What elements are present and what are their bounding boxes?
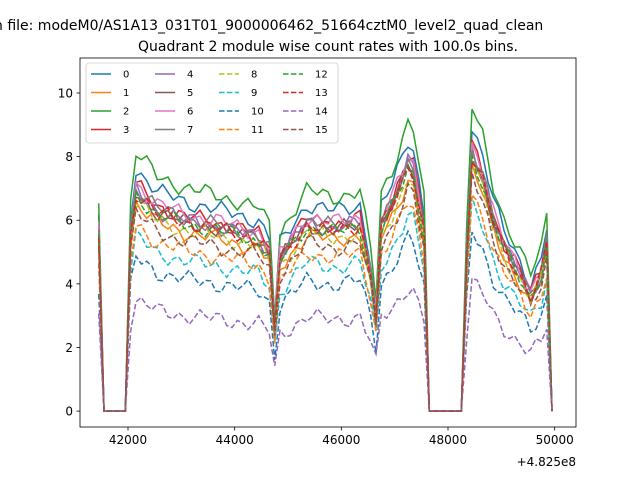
series-line-7 (97, 150, 553, 412)
legend-label-8: 8 (251, 70, 257, 81)
legend-label-3: 3 (123, 125, 129, 136)
series-line-5 (97, 159, 553, 412)
figure-suptitle: n file: modeM0/AS1A13_031T01_9000006462_… (0, 18, 543, 34)
y-tick-label: 6 (65, 214, 73, 228)
legend-label-7: 7 (187, 125, 193, 136)
chart-title: Quadrant 2 module wise count rates with … (138, 39, 518, 55)
axes-frame (79, 57, 577, 428)
y-tick-label: 0 (65, 405, 73, 419)
series-line-13 (97, 159, 553, 412)
y-tick-label: 10 (58, 86, 73, 100)
legend-label-1: 1 (123, 88, 129, 99)
x-tick-label: 44000 (216, 433, 254, 447)
series-line-1 (97, 162, 553, 412)
series-line-2 (97, 108, 553, 412)
series-line-9 (97, 196, 553, 412)
x-offset-label: +4.825e8 (517, 455, 576, 469)
legend-label-13: 13 (315, 88, 328, 99)
y-tick-label: 8 (65, 150, 73, 164)
x-tick-label: 50000 (536, 433, 574, 447)
legend-label-9: 9 (251, 88, 257, 99)
series-line-12 (97, 155, 553, 412)
y-tick-label: 2 (65, 341, 73, 355)
legend-label-2: 2 (123, 107, 129, 118)
legend-label-12: 12 (315, 70, 328, 81)
legend-label-15: 15 (315, 125, 328, 136)
legend-box (85, 62, 339, 144)
legend-label-0: 0 (123, 70, 129, 81)
y-tick-label: 4 (65, 277, 73, 291)
legend-label-6: 6 (187, 107, 193, 118)
legend-label-10: 10 (251, 107, 264, 118)
x-tick-label: 46000 (322, 433, 360, 447)
series-line-11 (97, 192, 553, 412)
series-line-6 (97, 141, 553, 412)
legend-label-5: 5 (187, 88, 193, 99)
x-tick-label: 48000 (429, 433, 467, 447)
series-line-0 (97, 129, 553, 412)
legend-label-4: 4 (187, 70, 193, 81)
x-tick-label: 42000 (109, 433, 147, 447)
plot-area (97, 108, 553, 412)
series-line-14 (97, 277, 553, 412)
series-line-15 (97, 172, 553, 412)
legend-label-11: 11 (251, 125, 264, 136)
legend-label-14: 14 (315, 107, 328, 118)
